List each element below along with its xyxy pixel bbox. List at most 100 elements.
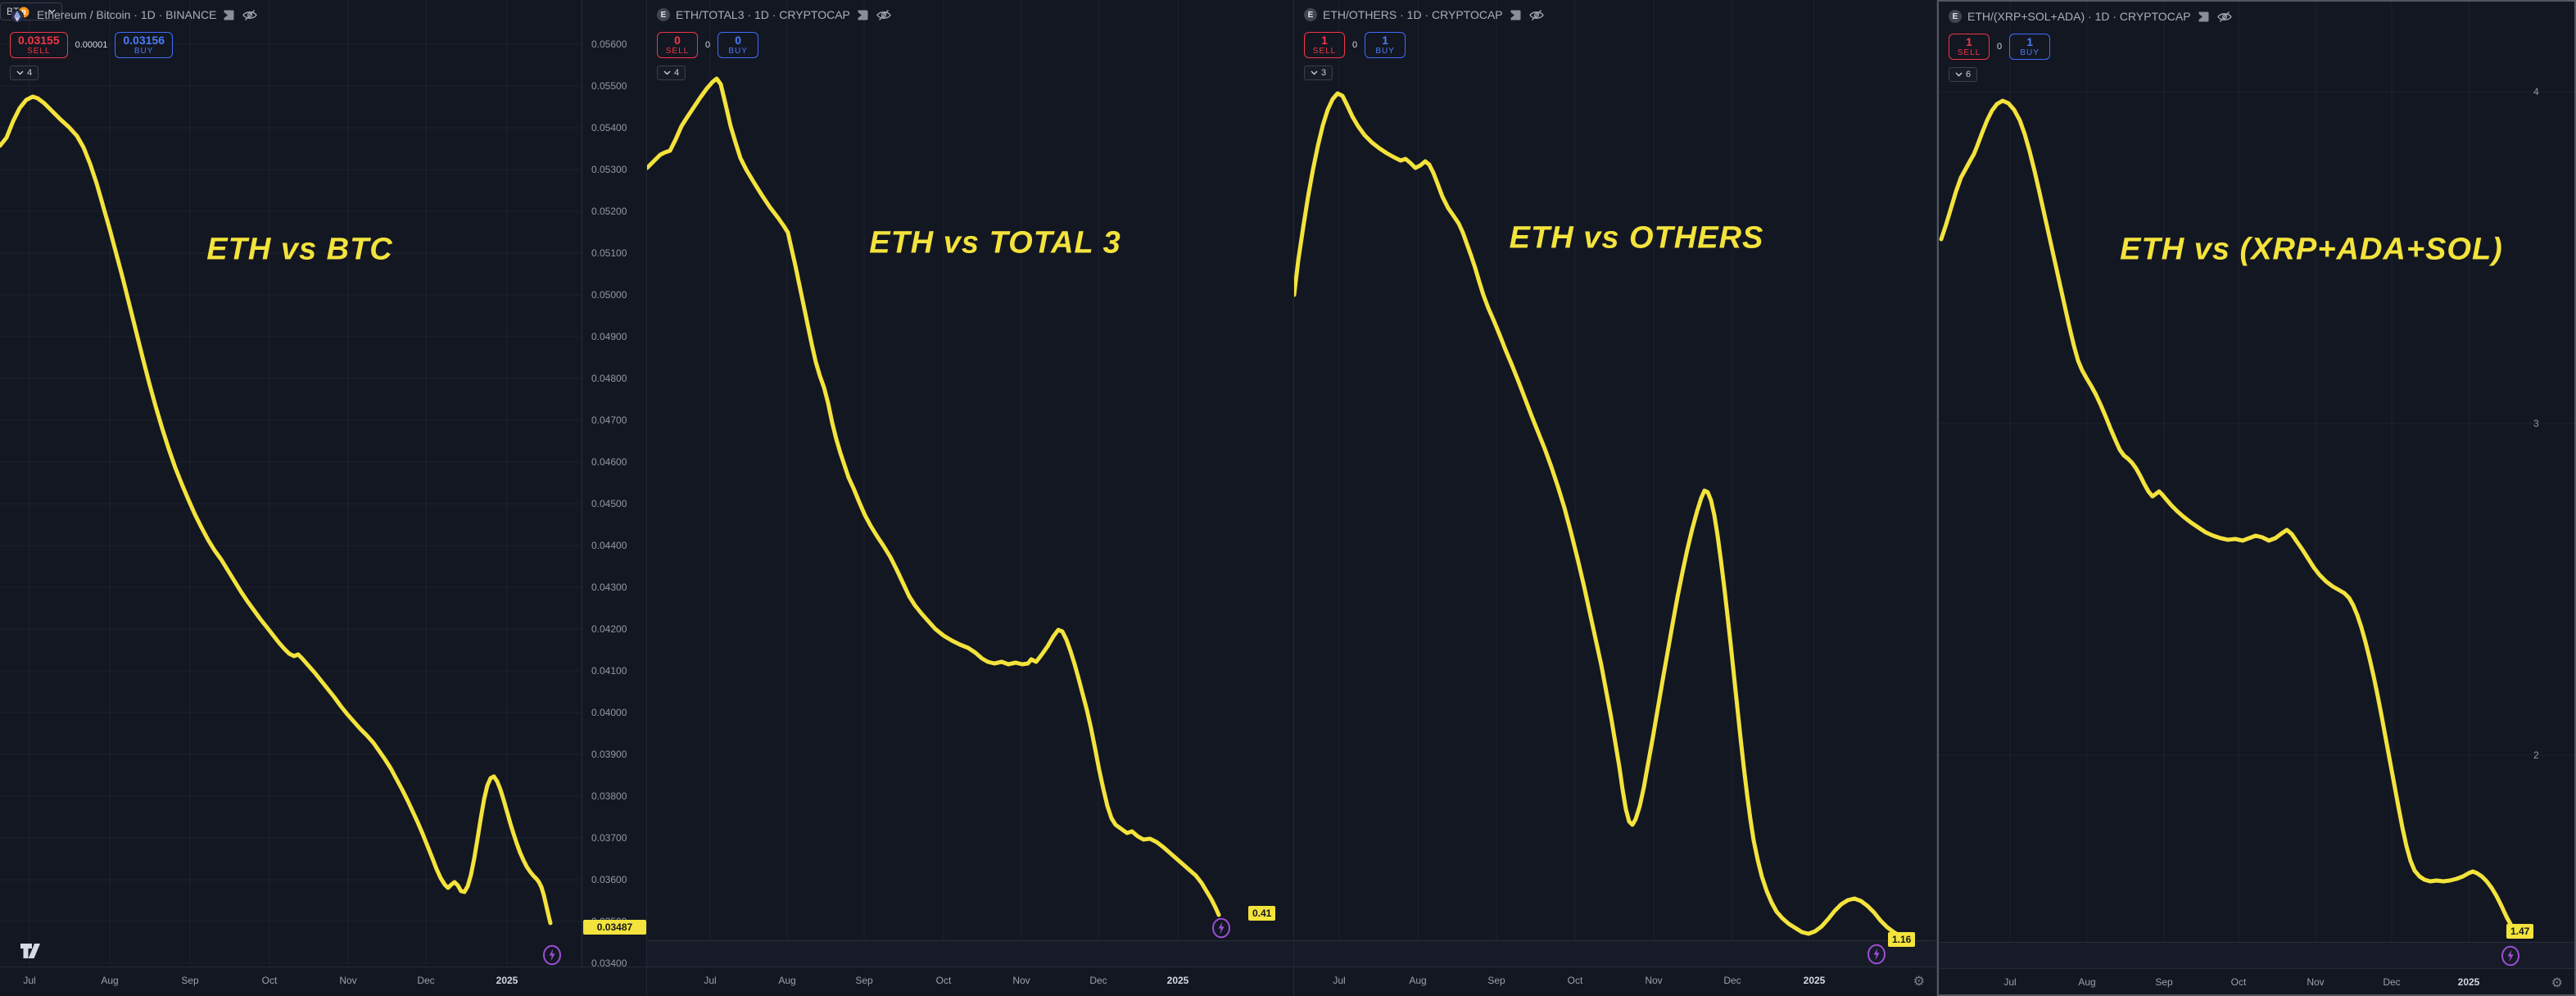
legend-collapse-chip[interactable]: 4 <box>657 66 686 80</box>
price-axis-label: 0.04800 <box>591 373 627 384</box>
price-axis-label: 0.04000 <box>591 707 627 718</box>
spread-value: 0 <box>705 40 711 50</box>
sell-button[interactable]: 0.03155 SELL <box>10 32 68 58</box>
eye-hidden-icon[interactable] <box>2216 10 2233 24</box>
symbol-logo-icon: E <box>1304 8 1317 21</box>
buy-label: BUY <box>728 46 748 56</box>
flag-icon[interactable] <box>222 8 236 22</box>
buy-button[interactable]: 0.03156 BUY <box>115 32 173 58</box>
price-axis-label: 0.04600 <box>591 456 627 468</box>
legend-collapse-chip[interactable]: 6 <box>1949 67 1978 82</box>
time-axis-label: Nov <box>1645 975 1663 986</box>
price-axis[interactable]: 0.05600 0.05500 0.05400 0.05300 0.05200 0.051… <box>582 0 647 969</box>
time-axis-year: 2025 <box>1166 975 1189 986</box>
symbol-title[interactable]: ETH/(XRP+SOL+ADA) · 1D · CRYPTOCAP <box>1967 10 2191 23</box>
buy-label: BUY <box>1375 46 1395 56</box>
sell-button[interactable]: 1 SELL <box>1304 32 1345 58</box>
buy-button[interactable]: 1 BUY <box>2009 34 2051 60</box>
time-axis-label: Dec <box>417 975 435 986</box>
chart-annotation-label[interactable]: ETH vs BTC <box>206 232 393 267</box>
time-axis[interactable]: ⚙ Jul Aug Sep Oct Nov Dec 2025 <box>1294 967 1936 996</box>
pane-gutter <box>1939 942 2574 968</box>
buy-price: 1 <box>2026 34 2034 48</box>
lightning-icon[interactable] <box>1867 944 1886 965</box>
chart-panel-eth-others: ETH vs OTHERS E ETH/OTHERS · 1D · CRYPTO… <box>1294 0 1937 996</box>
chevron-down-icon <box>48 9 56 14</box>
sell-price: 1 <box>1321 33 1328 47</box>
chart-panel-eth-btc: ETH vs BTC B Ethereum / Bitcoin · 1D · B… <box>0 0 647 996</box>
buy-button[interactable]: 1 BUY <box>1365 32 1406 58</box>
price-chart-canvas[interactable] <box>0 0 647 996</box>
price-chart-canvas[interactable] <box>1939 2 2576 996</box>
price-axis-label: 0.04100 <box>591 665 627 677</box>
flag-icon[interactable] <box>2197 10 2211 24</box>
eye-hidden-icon[interactable] <box>1528 8 1545 22</box>
spread-value: 0 <box>1352 40 1358 50</box>
time-axis-year: 2025 <box>496 975 518 986</box>
gear-icon[interactable]: ⚙ <box>1913 973 1925 989</box>
gear-icon[interactable]: ⚙ <box>2551 975 2563 990</box>
flag-icon[interactable] <box>1509 8 1523 22</box>
legend-collapse-chip[interactable]: 4 <box>10 66 39 80</box>
sell-label: SELL <box>27 46 51 56</box>
time-axis-year: 2025 <box>1803 975 1826 986</box>
legend: E ETH/(XRP+SOL+ADA) · 1D · CRYPTOCAP <box>1949 7 2233 82</box>
price-axis-label: 0.05200 <box>591 206 627 217</box>
price-axis-label: 0.04700 <box>591 414 627 426</box>
time-axis-label: Sep <box>181 975 199 986</box>
buy-button[interactable]: 0 BUY <box>718 32 759 58</box>
time-axis-label: Oct <box>1567 975 1583 986</box>
time-axis-label: Sep <box>2155 976 2173 988</box>
chart-annotation-label[interactable]: ETH vs (XRP+ADA+SOL) <box>2120 232 2503 267</box>
pane-gutter <box>647 940 1293 967</box>
trade-buttons: 0 SELL 0 0 BUY <box>657 32 892 58</box>
chevron-down-icon <box>16 70 24 75</box>
symbol-title[interactable]: ETH/TOTAL3 · 1D · CRYPTOCAP <box>676 8 850 21</box>
price-axis-label: 0.05600 <box>591 38 627 50</box>
chevron-down-icon <box>1955 72 1963 77</box>
sell-button[interactable]: 0 SELL <box>657 32 698 58</box>
time-axis[interactable]: Jul Aug Sep Oct Nov Dec 2025 <box>647 967 1293 996</box>
price-axis-label: 0.03900 <box>591 749 627 760</box>
chart-panel-eth-xrp-ada-sol: ETH vs (XRP+ADA+SOL) E ETH/(XRP+SOL+ADA)… <box>1937 0 2576 996</box>
price-chart-canvas[interactable] <box>647 0 1294 996</box>
last-price-badge: 0.03487 <box>583 920 646 935</box>
sell-button[interactable]: 1 SELL <box>1949 34 1990 60</box>
spread-value: 0 <box>1997 42 2003 52</box>
flag-icon[interactable] <box>856 8 870 22</box>
chart-annotation-label[interactable]: ETH vs OTHERS <box>1509 220 1764 256</box>
eye-hidden-icon[interactable] <box>242 8 258 22</box>
chart-panel-eth-total3: ETH vs TOTAL 3 E ETH/TOTAL3 · 1D · CRYPT… <box>647 0 1294 996</box>
price-axis-label: 0.03700 <box>591 832 627 844</box>
time-axis[interactable]: ⚙ Jul Aug Sep Oct Nov Dec 2025 <box>1939 968 2574 996</box>
lightning-icon[interactable] <box>542 944 562 966</box>
tradingview-logo[interactable] <box>18 940 49 962</box>
pane-gutter <box>1294 940 1936 967</box>
trade-buttons: 1 SELL 0 1 BUY <box>1949 34 2233 60</box>
price-axis-label: 0.04900 <box>591 331 627 342</box>
price-axis[interactable]: 4 3 2 <box>2524 2 2573 968</box>
legend-collapse-chip[interactable]: 3 <box>1304 66 1333 80</box>
symbol-logo-icon: E <box>657 8 670 21</box>
time-axis-label: Nov <box>1012 975 1030 986</box>
sell-label: SELL <box>1312 46 1337 56</box>
price-chart-canvas[interactable] <box>1294 0 1937 996</box>
sell-label: SELL <box>665 46 690 56</box>
lightning-icon[interactable] <box>1211 917 1231 939</box>
lightning-icon[interactable] <box>2501 945 2520 967</box>
time-axis-label: Aug <box>1409 975 1427 986</box>
symbol-title[interactable]: Ethereum / Bitcoin · 1D · BINANCE <box>37 8 217 21</box>
trade-buttons: 1 SELL 0 1 BUY <box>1304 32 1545 58</box>
eye-hidden-icon[interactable] <box>876 8 892 22</box>
symbol-title[interactable]: ETH/OTHERS · 1D · CRYPTOCAP <box>1323 8 1503 21</box>
price-axis-label: 0.04500 <box>591 498 627 509</box>
sell-label: SELL <box>1957 48 1981 57</box>
chart-annotation-label[interactable]: ETH vs TOTAL 3 <box>869 225 1121 260</box>
time-axis-year: 2025 <box>2457 976 2480 988</box>
price-axis-label: 0.03600 <box>591 874 627 885</box>
time-axis-label: Dec <box>1089 975 1107 986</box>
time-axis[interactable]: Jul Aug Sep Oct Nov Dec 2025 <box>0 967 646 996</box>
svg-text:B: B <box>21 9 26 16</box>
buy-label: BUY <box>2020 48 2040 57</box>
